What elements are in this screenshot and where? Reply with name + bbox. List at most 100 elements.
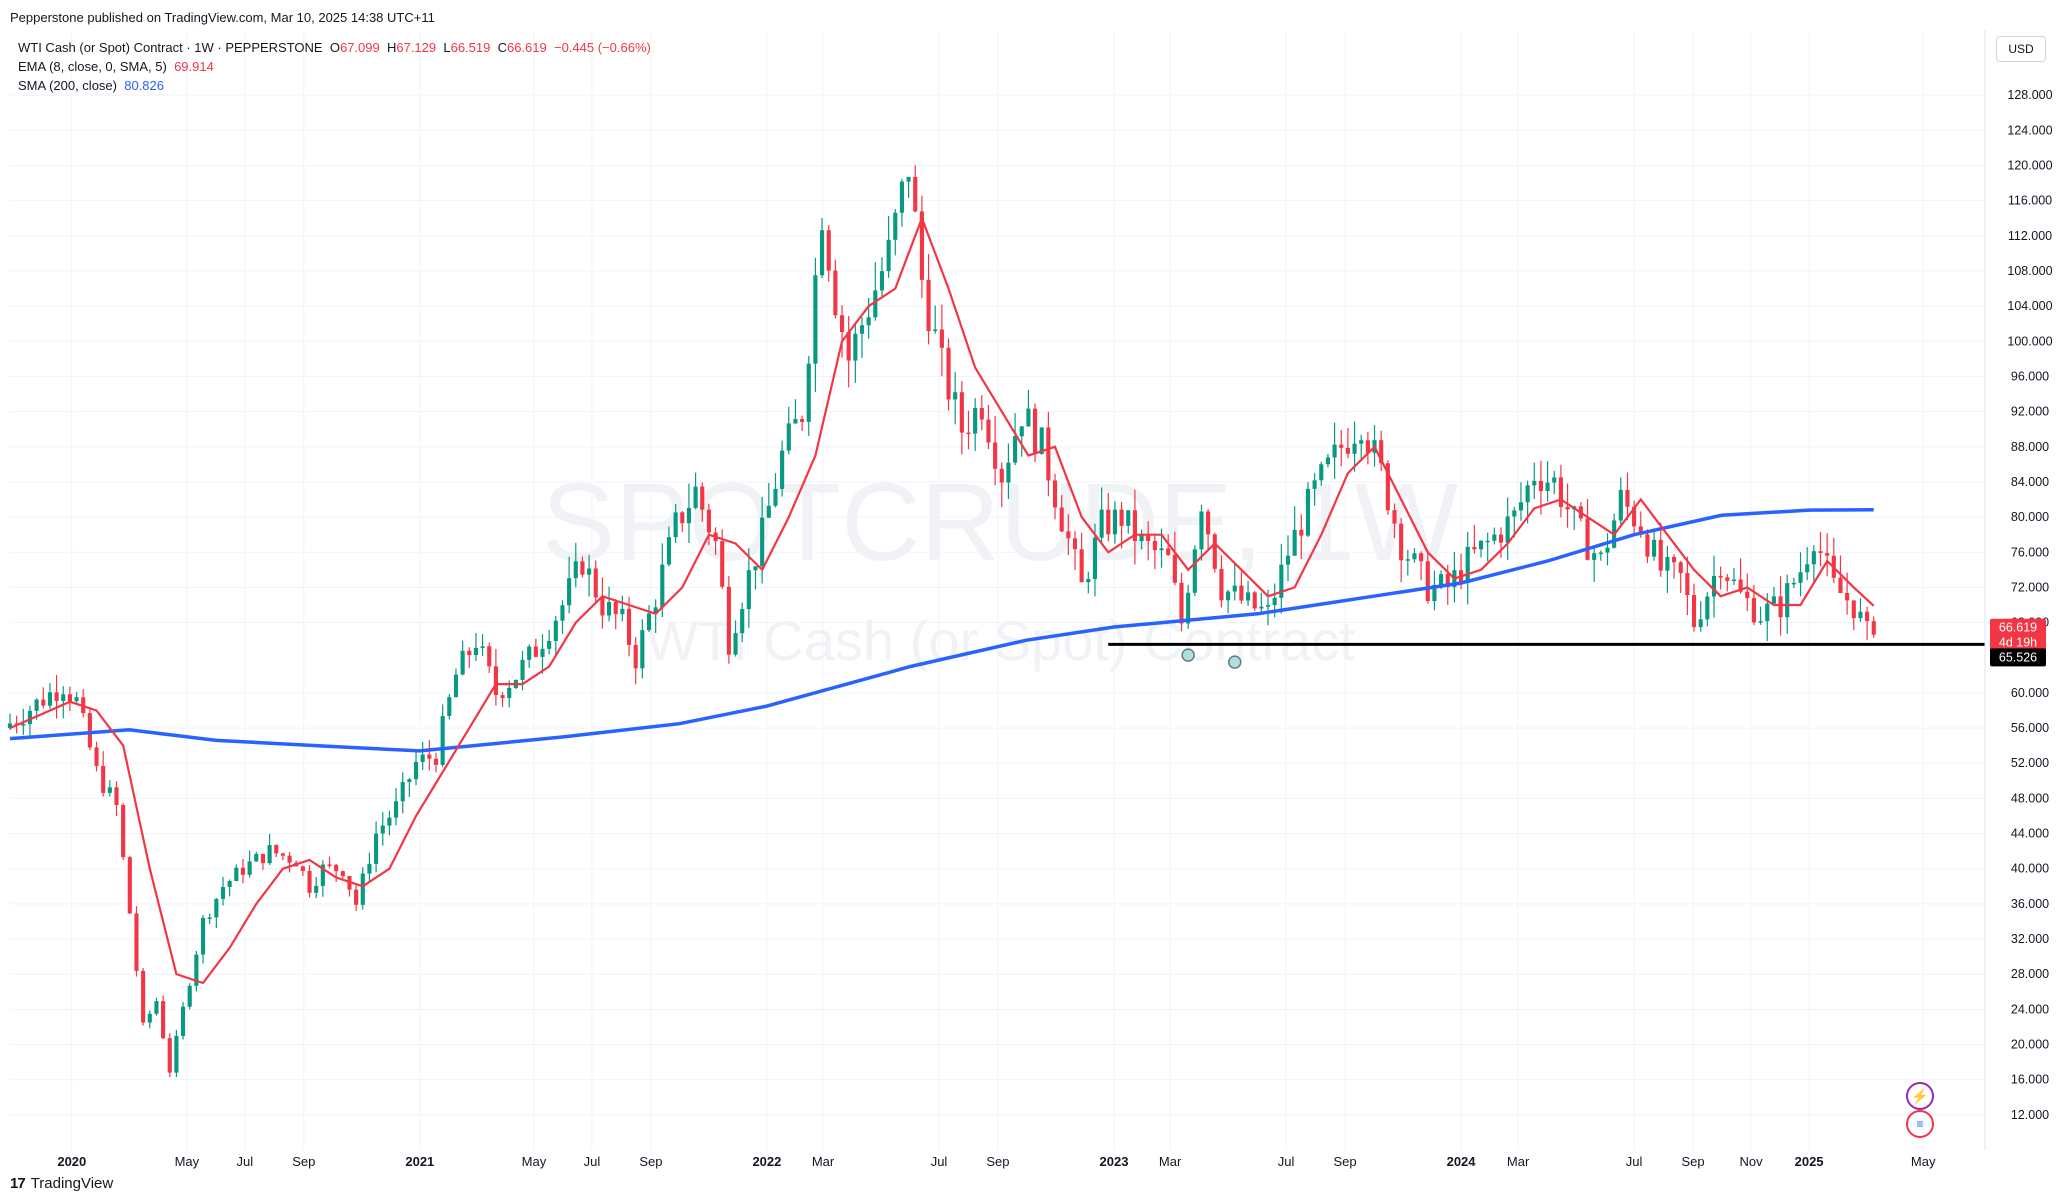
- candle-body: [380, 825, 385, 834]
- candle-body: [1339, 444, 1344, 448]
- time-axis[interactable]: 2020 May Jul Sep 2021 May Jul Sep 2022 Mar Jul Sep 2…: [57, 1154, 1936, 1169]
- candle-body: [1092, 537, 1098, 579]
- candle-body: [1718, 575, 1723, 578]
- lightning-icon[interactable]: ⚡: [1906, 1082, 1934, 1110]
- us-flag-icon[interactable]: ≡: [1906, 1110, 1934, 1138]
- candle-body: [200, 917, 206, 955]
- candle-body: [1485, 540, 1490, 543]
- candle-body: [234, 867, 239, 881]
- candle-body: [101, 765, 106, 793]
- candle-body: [1505, 516, 1510, 543]
- candle-body: [1392, 510, 1397, 524]
- candle-body: [493, 666, 498, 696]
- candle-body: [813, 275, 818, 364]
- candle-body: [853, 333, 858, 361]
- candle-body: [1026, 408, 1031, 427]
- candle-body: [1472, 546, 1477, 550]
- candle-body: [147, 1013, 152, 1023]
- candle-body: [806, 363, 811, 422]
- candle-body: [1798, 572, 1803, 583]
- price-tick-label: 28.000: [2011, 967, 2049, 981]
- candle-body: [1332, 444, 1337, 458]
- candle-body: [1119, 509, 1124, 526]
- candle-body: [300, 866, 305, 871]
- candle-body: [1492, 534, 1497, 541]
- time-tick-label: 2024: [1447, 1154, 1477, 1169]
- candle-body: [161, 1001, 166, 1039]
- legend-ema-row[interactable]: EMA (8, close, 0, SMA, 5) 69.914: [18, 59, 214, 74]
- candle-body: [1439, 574, 1444, 585]
- candle-body: [154, 1001, 159, 1014]
- candle-body: [21, 724, 26, 726]
- candle-body: [41, 699, 46, 706]
- candle-body: [1871, 621, 1876, 635]
- candle-body: [939, 329, 944, 348]
- legend-sma-row[interactable]: SMA (200, close) 80.826: [18, 78, 164, 93]
- candle-body: [1665, 556, 1670, 571]
- candle-body: [846, 332, 851, 361]
- candle-body: [1219, 568, 1224, 601]
- candle-body: [966, 432, 971, 435]
- price-tick-label: 112.000: [2008, 229, 2052, 243]
- candle-body: [1259, 606, 1264, 609]
- candle-body: [1565, 507, 1570, 510]
- candle-body: [666, 537, 672, 565]
- candle-body: [800, 419, 805, 422]
- currency-button[interactable]: USD: [1996, 36, 2046, 62]
- candle-body: [1751, 598, 1756, 623]
- time-tick-label: 2025: [1795, 1154, 1824, 1169]
- event-markers[interactable]: [1181, 648, 1242, 669]
- candle-body: [640, 630, 645, 669]
- watermark: SPOTCRUDE, 1W WTI Cash (or Spot) Contrac…: [542, 461, 1459, 672]
- candle-body: [274, 845, 279, 854]
- time-tick-label: Jul: [237, 1154, 254, 1169]
- candle-body: [1652, 539, 1657, 557]
- candle-body: [1292, 529, 1297, 556]
- candle-body: [1605, 547, 1610, 553]
- time-tick-label: Sep: [1682, 1154, 1705, 1169]
- price-tick-label: 108.000: [2007, 264, 2052, 278]
- candle-body: [700, 486, 705, 510]
- tradingview-logo[interactable]: 17 TradingView: [10, 1175, 113, 1192]
- candle-body: [680, 512, 685, 524]
- support-price-badge: [1990, 648, 2046, 667]
- candle-body: [360, 873, 365, 905]
- price-tick-label: 72.000: [2011, 580, 2049, 594]
- candle-body: [1192, 549, 1197, 593]
- watermark-name: WTI Cash (or Spot) Contract: [645, 609, 1355, 672]
- candle-body: [127, 857, 132, 914]
- candle-body: [953, 392, 958, 400]
- candle-body: [819, 230, 825, 276]
- candle-body: [1512, 510, 1517, 517]
- candle-body: [1359, 440, 1364, 444]
- candle-body: [926, 279, 931, 332]
- candle-body: [220, 887, 226, 899]
- candle-body: [740, 609, 745, 634]
- candle-body: [387, 817, 392, 826]
- candle-body: [527, 646, 532, 660]
- candle-body: [873, 290, 878, 318]
- candle-body: [74, 697, 79, 702]
- candle-body: [87, 713, 92, 748]
- price-tick-label: 100.000: [2007, 334, 2052, 348]
- price-axis[interactable]: 12.000 16.000 20.000 24.000 28.000 32.000 36.0…: [2007, 88, 2052, 1122]
- candle-body: [973, 407, 978, 434]
- candle-body: [194, 954, 199, 986]
- candle-body: [633, 644, 638, 669]
- candle-body: [327, 864, 332, 867]
- candle-body: [573, 561, 578, 579]
- candle-body: [1399, 523, 1404, 561]
- candle-body: [560, 605, 565, 621]
- candle-body: [1239, 585, 1244, 601]
- candle-body: [899, 181, 904, 213]
- price-tick-label: 104.000: [2007, 299, 2052, 313]
- symbol-title[interactable]: WTI Cash (or Spot) Contract · 1W · PEPPE…: [18, 40, 323, 55]
- candle-body: [1132, 510, 1137, 542]
- low-value: 66.519: [450, 40, 491, 55]
- time-tick-label: 2023: [1100, 1154, 1129, 1169]
- candle-body: [1432, 584, 1437, 602]
- bar-countdown: 4d 19h: [1999, 636, 2037, 650]
- candle-body: [167, 1038, 172, 1073]
- last-price-badge: [1990, 618, 2046, 651]
